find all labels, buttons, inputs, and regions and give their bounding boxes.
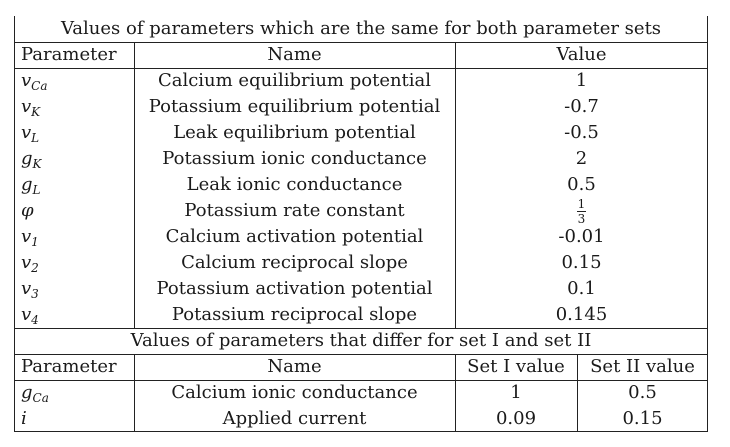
table-row: vK Potassium equilibrium potential -0.7 <box>14 94 708 120</box>
param-name: Leak ionic conductance <box>186 174 403 195</box>
param-symbol: i <box>21 408 27 429</box>
param-symbol: gCa <box>21 382 49 405</box>
param-value: -0.5 <box>564 122 599 143</box>
table-row: v1 Calcium activation potential -0.01 <box>14 224 708 250</box>
header-set2: Set II value <box>590 356 695 377</box>
section1-header-row: Parameter Name Value <box>14 42 708 68</box>
param-value: -0.7 <box>564 96 599 117</box>
param-value: 0.1 <box>567 278 596 299</box>
param-name: Applied current <box>222 408 367 429</box>
section2-title: Values of parameters that differ for set… <box>130 330 592 351</box>
param-value: -0.01 <box>558 226 605 247</box>
header-parameter: Parameter <box>21 44 117 65</box>
param-name: Calcium reciprocal slope <box>181 252 408 273</box>
param-name: Potassium rate constant <box>184 200 405 221</box>
param-symbol: gK <box>21 148 42 171</box>
param-symbol: vCa <box>21 70 48 93</box>
column-divider <box>577 354 578 432</box>
row-divider <box>14 42 708 43</box>
table-row: v2 Calcium reciprocal slope 0.15 <box>14 250 708 276</box>
param-name: Potassium equilibrium potential <box>148 96 441 117</box>
param-symbol: φ <box>21 200 34 221</box>
table-row: v3 Potassium activation potential 0.1 <box>14 276 708 302</box>
param-symbol: vL <box>21 122 40 145</box>
param-symbol: v4 <box>21 304 39 327</box>
parameter-table: Values of parameters which are the same … <box>14 16 708 432</box>
table-row: vCa Calcium equilibrium potential 1 <box>14 68 708 94</box>
section2-header-row: Parameter Name Set I value Set II value <box>14 354 708 380</box>
row-divider <box>14 68 708 69</box>
table-row: v4 Potassium reciprocal slope 0.145 <box>14 302 708 328</box>
table-border-left <box>14 16 15 432</box>
column-divider <box>134 42 135 328</box>
header-value: Value <box>556 44 607 65</box>
set2-value: 0.15 <box>622 408 663 429</box>
table-row: i Applied current 0.09 0.15 <box>14 406 708 432</box>
row-divider <box>14 380 708 381</box>
param-value: 0.15 <box>561 252 602 273</box>
column-divider <box>455 42 456 328</box>
table-row: vL Leak equilibrium potential -0.5 <box>14 120 708 146</box>
table-row: gCa Calcium ionic conductance 1 0.5 <box>14 380 708 406</box>
set1-value: 0.09 <box>495 408 537 429</box>
param-value: 0.5 <box>567 174 596 195</box>
header-name: Name <box>267 44 322 65</box>
param-symbol: v3 <box>21 278 39 301</box>
param-symbol: vK <box>21 96 41 119</box>
param-symbol: gL <box>21 174 41 197</box>
table-row: gK Potassium ionic conductance 2 <box>14 146 708 172</box>
param-value: 1 <box>575 70 588 91</box>
table-border-right <box>707 16 708 432</box>
header-parameter: Parameter <box>21 356 117 377</box>
table-row: gL Leak ionic conductance 0.5 <box>14 172 708 198</box>
row-divider <box>14 328 708 329</box>
param-name: Calcium activation potential <box>165 226 424 247</box>
header-name: Name <box>267 356 322 377</box>
param-name: Calcium ionic conductance <box>171 382 418 403</box>
column-divider <box>455 354 456 432</box>
param-name: Potassium reciprocal slope <box>171 304 418 325</box>
param-name: Leak equilibrium potential <box>173 122 416 143</box>
section2-title-row: Values of parameters that differ for set… <box>14 328 708 354</box>
param-name: Calcium equilibrium potential <box>157 70 432 91</box>
table-border-bottom <box>14 431 708 432</box>
header-set1: Set I value <box>467 356 565 377</box>
column-divider <box>134 354 135 432</box>
param-value: 2 <box>575 148 588 169</box>
set2-value: 0.5 <box>628 382 657 403</box>
param-symbol: v1 <box>21 226 39 249</box>
section1-title: Values of parameters which are the same … <box>60 18 662 39</box>
set1-value: 1 <box>510 382 522 403</box>
param-name: Potassium ionic conductance <box>162 148 427 169</box>
param-symbol: v2 <box>21 252 39 275</box>
param-name: Potassium activation potential <box>156 278 433 299</box>
param-value: 0.145 <box>555 304 608 325</box>
row-divider <box>14 354 708 355</box>
section1-title-row: Values of parameters which are the same … <box>14 16 708 42</box>
